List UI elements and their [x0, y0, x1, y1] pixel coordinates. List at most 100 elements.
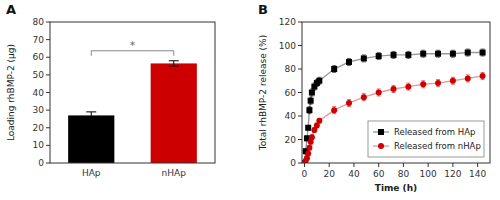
- error-cap: [451, 84, 455, 85]
- y-tick-label: 70: [33, 35, 45, 45]
- y-tick: [46, 92, 50, 93]
- error-bar: [347, 100, 351, 107]
- legend: Released from HApReleased from nHAp: [368, 121, 484, 157]
- error-cap: [332, 106, 336, 107]
- error-cap: [451, 50, 455, 51]
- y-tick-label: 60: [33, 52, 45, 62]
- error-cap: [332, 72, 336, 73]
- x-tick: [304, 163, 305, 167]
- y-tick-label: 60: [285, 88, 297, 98]
- error-bar: [406, 51, 410, 58]
- error-cap: [377, 52, 381, 53]
- error-bar: [307, 145, 311, 150]
- marker: [378, 129, 384, 135]
- error-bar: [315, 123, 319, 128]
- marker: [346, 100, 352, 106]
- error-bar: [317, 77, 321, 84]
- error-stem: [173, 61, 174, 66]
- error-cap: [347, 58, 351, 59]
- x-tick-label: 20: [323, 169, 335, 179]
- error-cap: [466, 56, 470, 57]
- error-cap: [332, 65, 336, 66]
- marker: [391, 86, 397, 92]
- error-cap: [377, 88, 381, 89]
- y-tick-label: 20: [33, 123, 45, 133]
- error-cap: [421, 50, 425, 51]
- x-tick-label: 100: [420, 169, 437, 179]
- error-cap: [307, 106, 311, 107]
- marker: [331, 66, 337, 72]
- error-cap: [317, 77, 321, 78]
- x-tick-label: 80: [398, 169, 410, 179]
- x-tick: [329, 163, 330, 167]
- error-cap: [421, 80, 425, 81]
- error-cap: [362, 100, 366, 101]
- x-tick: [378, 163, 379, 167]
- y-tick: [46, 39, 50, 40]
- marker: [331, 107, 337, 113]
- error-cap: [481, 72, 485, 73]
- marker: [480, 73, 486, 79]
- y-tick-label: 80: [33, 17, 45, 27]
- y-tick: [46, 57, 50, 58]
- x-tick: [403, 163, 404, 167]
- marker: [305, 151, 311, 157]
- x-tick: [452, 163, 453, 167]
- marker: [405, 84, 411, 90]
- error-cap: [406, 58, 410, 59]
- error-cap: [362, 61, 366, 62]
- y-tick-label: 0: [38, 158, 44, 168]
- x-tick-label: 120: [444, 169, 461, 179]
- error-bar: [451, 50, 455, 57]
- error-bar: [86, 112, 96, 119]
- x-tick-label: 60: [373, 169, 385, 179]
- bar: [68, 115, 114, 163]
- bar-panel: 01020304050607080Loading rhBMP-2 (μg)AHA…: [6, 2, 215, 178]
- x-tick: [477, 163, 478, 167]
- y-tick: [298, 22, 302, 23]
- error-bar: [317, 118, 321, 123]
- y-tick: [46, 22, 50, 23]
- error-cap: [421, 87, 425, 88]
- y-tick: [298, 139, 302, 140]
- error-bar: [421, 81, 425, 88]
- x-tick-label: nHAp: [162, 168, 187, 178]
- marks: [68, 61, 197, 163]
- y-tick-label: 40: [285, 111, 297, 121]
- x-tick-label: 140: [469, 169, 486, 179]
- error-bar: [362, 94, 366, 101]
- series-line: [304, 76, 482, 163]
- error-cap: [406, 90, 410, 91]
- error-cap: [169, 66, 179, 67]
- y-tick-label: 0: [290, 158, 296, 168]
- error-cap: [309, 97, 313, 98]
- error-bar: [332, 107, 336, 114]
- error-bar: [332, 65, 336, 72]
- marker: [376, 90, 382, 96]
- marker: [376, 53, 382, 59]
- error-cap: [347, 99, 351, 100]
- y-tick: [298, 45, 302, 46]
- marker: [480, 50, 486, 56]
- plot-frame: [302, 22, 490, 163]
- error-cap: [362, 54, 366, 55]
- error-cap: [377, 96, 381, 97]
- y-tick-label: 10: [33, 140, 45, 150]
- marker: [346, 59, 352, 65]
- error-cap: [362, 93, 366, 94]
- marker: [391, 52, 397, 58]
- error-bar: [312, 128, 316, 133]
- error-bar: [481, 49, 485, 56]
- error-bar: [481, 73, 485, 80]
- error-bar: [309, 97, 313, 104]
- error-cap: [436, 50, 440, 51]
- error-cap: [86, 118, 96, 119]
- error-bar: [309, 140, 313, 145]
- marker: [420, 51, 426, 57]
- marker: [316, 118, 322, 124]
- legend-box: [368, 121, 484, 157]
- marker: [378, 143, 384, 149]
- error-cap: [332, 113, 336, 114]
- series: [302, 73, 486, 163]
- marker: [465, 50, 471, 56]
